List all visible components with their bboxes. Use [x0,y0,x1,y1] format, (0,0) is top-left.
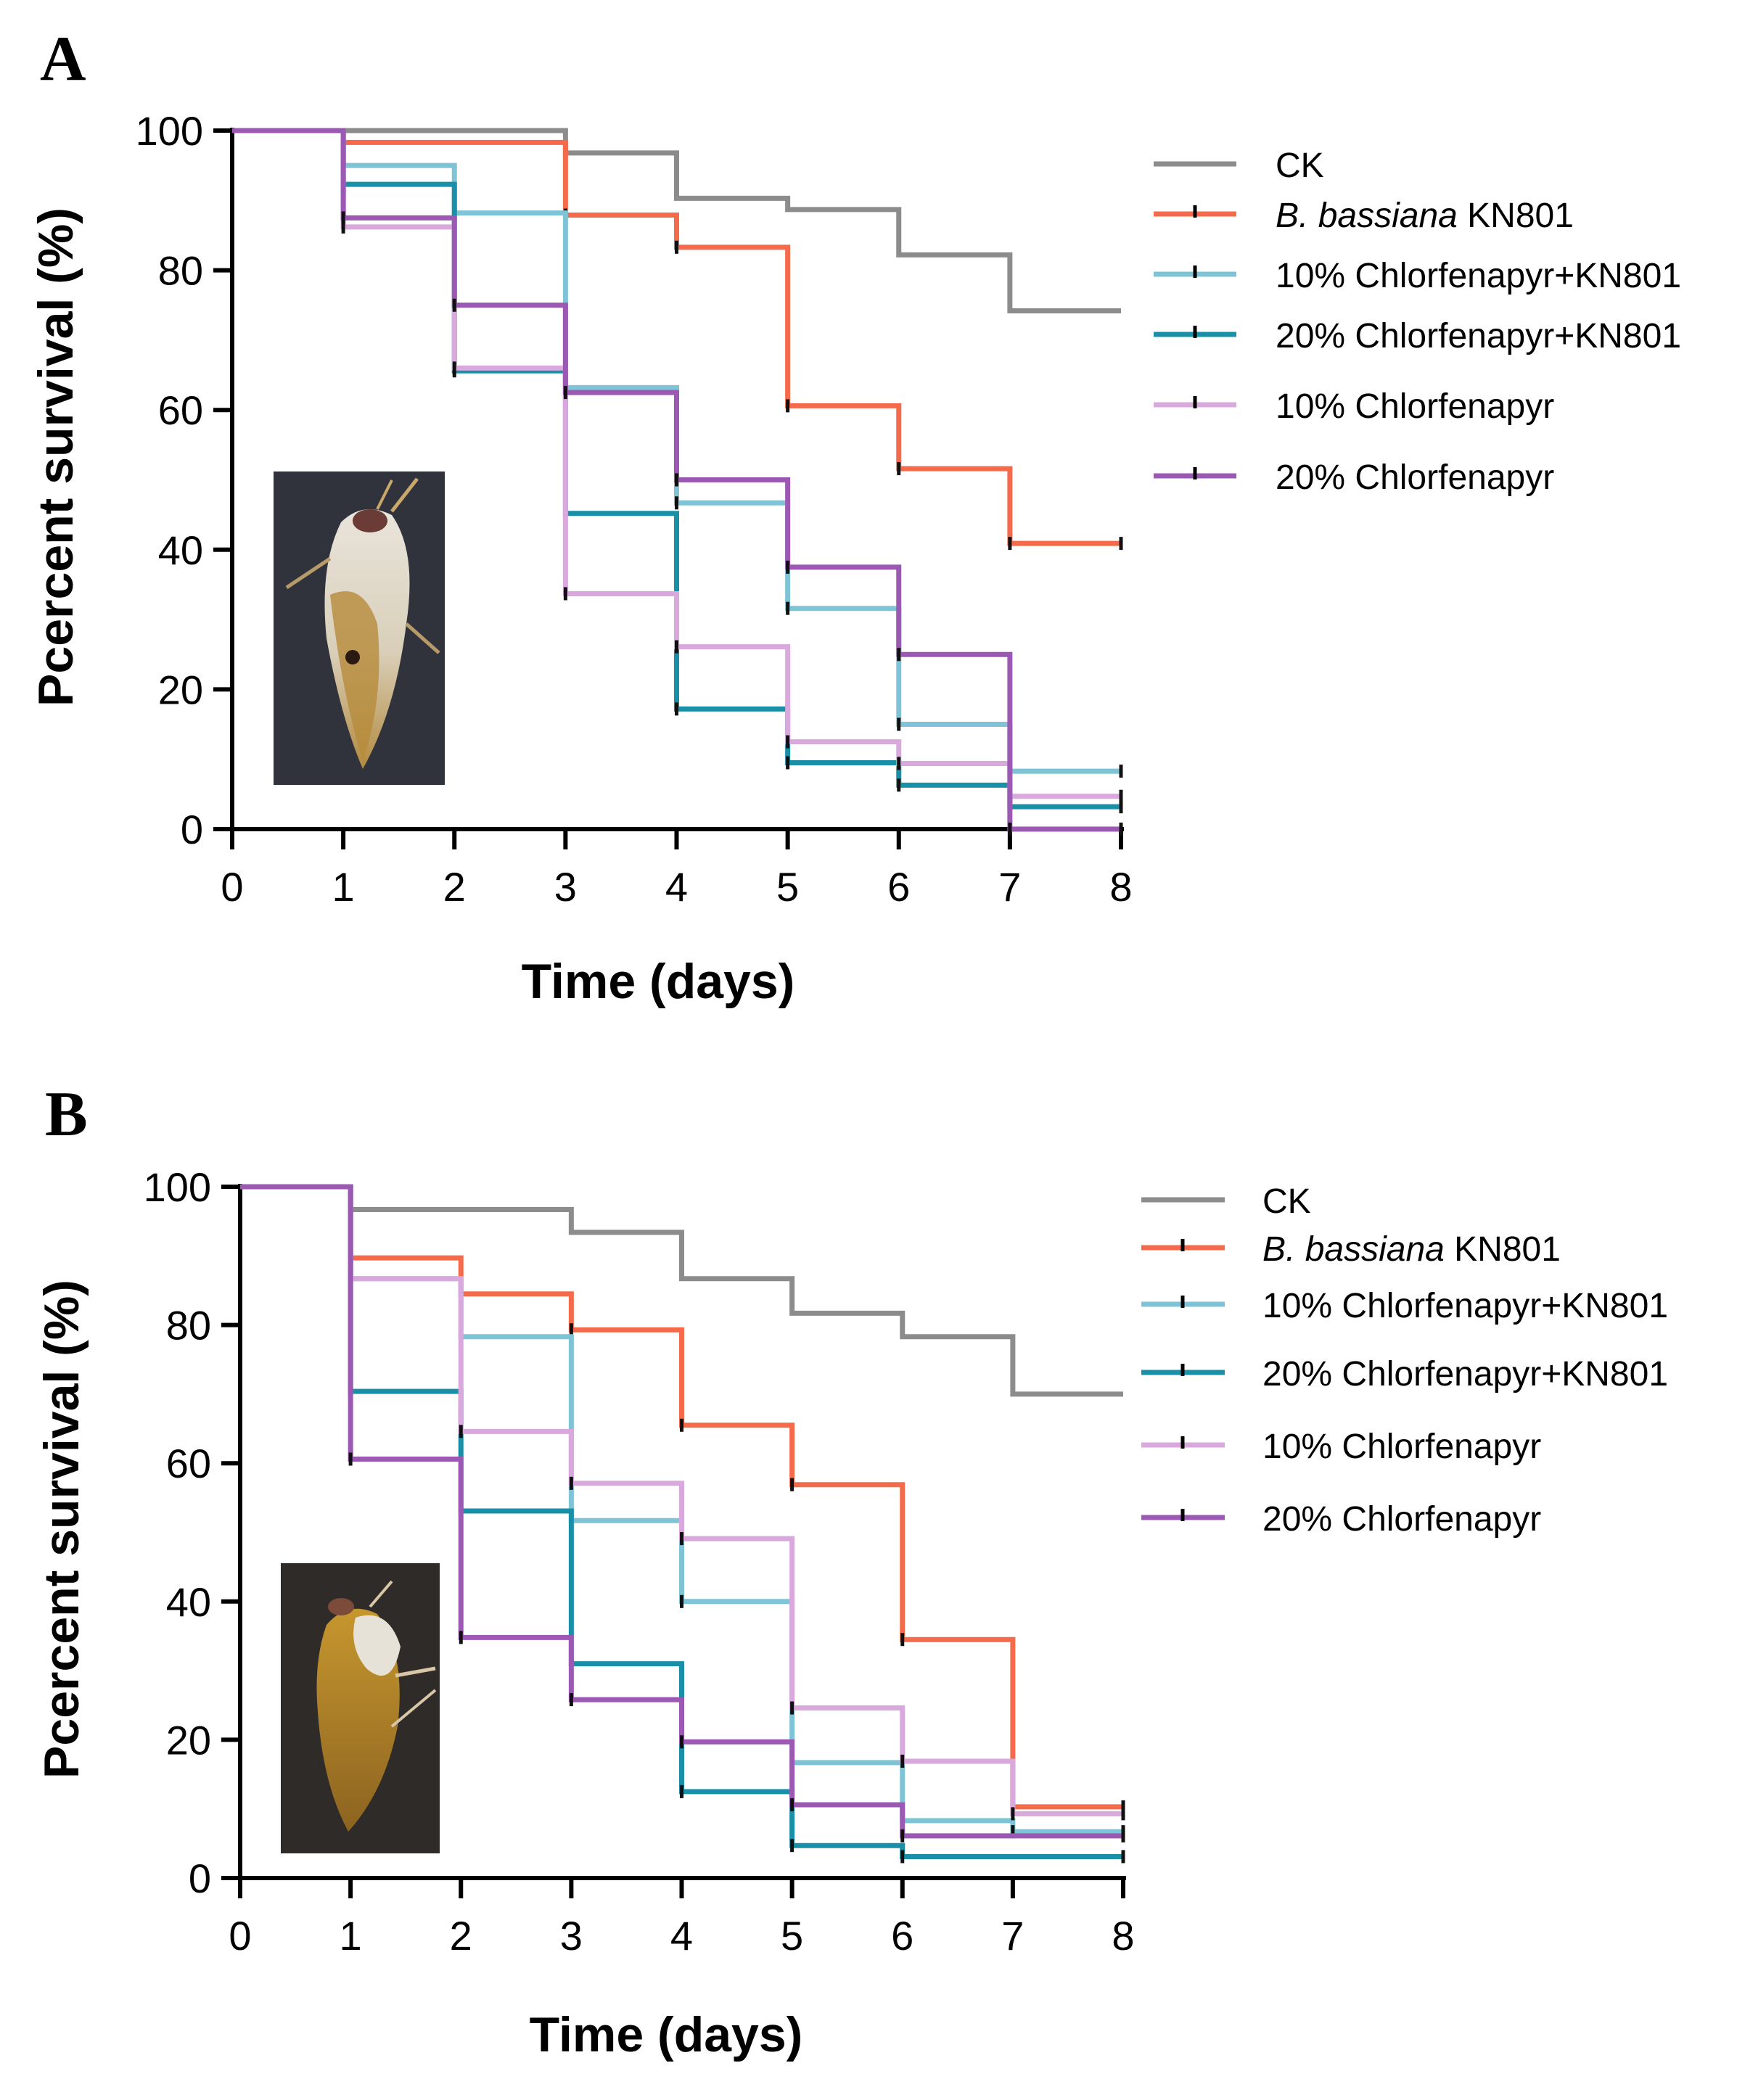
x-tick-label: 7 [998,864,1021,910]
survival-curves-b [240,1184,1125,1864]
series-20-chlorfenapyr [232,128,1123,836]
y-tick-label: 80 [166,1303,211,1348]
y-tick-label: 80 [158,248,203,294]
x-tick-label: 4 [670,1913,693,1959]
survival-curve [240,1184,1123,1839]
legend-item-10-chlorfenapyr: 10% Chlorfenapyr [1154,387,1554,426]
y-axis-title-b: Pcercent survival (%) [34,1280,89,1779]
legend-item-20-chlorfenapyr-kn801: 20% Chlorfenapyr+KN801 [1154,317,1681,355]
series-ck [232,128,1121,313]
y-tick-label: 20 [158,667,203,712]
y-tick-label: 100 [136,108,203,154]
x-axis-title-b: Time (days) [530,2007,803,2062]
x-tick-label: 8 [1112,1913,1134,1959]
series-20-chlorfenapyr [240,1184,1125,1842]
x-tick-label: 1 [340,1913,362,1959]
panel-label-b: B [45,1079,88,1150]
x-tick-label: 4 [665,864,688,910]
x-tick-label: 2 [443,864,466,910]
photo-moth-b [281,1563,440,1853]
legend-item-10-chlorfenapyr-kn801: 10% Chlorfenapyr+KN801 [1141,1287,1668,1325]
series-ck [240,1184,1123,1397]
legend-item-20-chlorfenapyr-kn801: 20% Chlorfenapyr+KN801 [1141,1355,1668,1393]
panel-label-a: A [40,24,86,94]
legend-item-10-chlorfenapyr-kn801: 10% Chlorfenapyr+KN801 [1154,257,1681,295]
y-tick-label: 0 [189,1856,211,1901]
survival-curve [232,128,1121,832]
y-tick-label: 60 [158,387,203,433]
x-tick-label: 6 [891,1913,913,1959]
survival-curve [232,128,1121,799]
x-tick-label: 5 [781,1913,803,1959]
legend-label-10-chlorfenapyr: 10% Chlorfenapyr [1262,1428,1541,1466]
legend-a: CK B. bassiana KN801 10% Chlorfenapyr+KN… [1154,147,1681,497]
x-tick-label: 5 [776,864,799,910]
legend-label-20-chlorfenapyr-kn801: 20% Chlorfenapyr+KN801 [1276,317,1681,355]
y-tick-label: 60 [166,1441,211,1486]
legend-item-bbassiana: B. bassiana KN801 [1154,197,1574,235]
legend-label-10-chlorfenapyr-kn801: 10% Chlorfenapyr+KN801 [1262,1287,1668,1325]
legend-item-ck: CK [1154,147,1324,185]
legend-label-10-chlorfenapyr: 10% Chlorfenapyr [1276,387,1554,426]
legend-label-bbassiana: B. bassiana KN801 [1276,197,1574,235]
y-tick-label: 40 [158,527,203,573]
legend-item-ck: CK [1141,1182,1311,1221]
y-tick-label: 40 [166,1579,211,1625]
legend-label-20-chlorfenapyr: 20% Chlorfenapyr [1262,1500,1541,1539]
legend-label-ck: CK [1262,1182,1311,1221]
x-axis-title-a: Time (days) [522,954,795,1009]
survival-curve [240,1184,1123,1810]
x-tick-label: 1 [332,864,355,910]
legend-item-bbassiana: B. bassiana KN801 [1141,1230,1561,1269]
x-tick-label: 8 [1109,864,1132,910]
x-tick-label: 0 [229,1913,251,1959]
legend-b: CK B. bassiana KN801 10% Chlorfenapyr+KN… [1141,1182,1668,1539]
x-tick-label: 7 [1001,1913,1024,1959]
legend-label-10-chlorfenapyr-kn801: 10% Chlorfenapyr+KN801 [1276,257,1681,295]
legend-label-20-chlorfenapyr: 20% Chlorfenapyr [1276,458,1554,497]
y-axis-title-a: Pcercent survival (%) [28,207,83,707]
legend-label-ck: CK [1276,147,1324,185]
x-tick-label: 3 [554,864,577,910]
legend-label-bbassiana: B. bassiana KN801 [1262,1230,1561,1269]
survival-curves-a [232,128,1123,836]
x-tick-label: 0 [221,864,243,910]
x-tick-label: 2 [450,1913,472,1959]
legend-item-10-chlorfenapyr: 10% Chlorfenapyr [1141,1428,1541,1466]
survival-curve [240,1184,1123,1816]
photo-moth-a [274,472,445,785]
x-tick-label: 3 [560,1913,583,1959]
x-tick-label: 6 [887,864,910,910]
y-tick-label: 0 [181,807,203,852]
legend-label-20-chlorfenapyr-kn801: 20% Chlorfenapyr+KN801 [1262,1355,1668,1393]
legend-item-20-chlorfenapyr: 20% Chlorfenapyr [1154,458,1554,497]
survival-curve [240,1184,1123,1397]
y-tick-label: 20 [166,1717,211,1763]
legend-item-20-chlorfenapyr: 20% Chlorfenapyr [1141,1500,1541,1539]
survival-curve [232,128,1121,313]
y-tick-label: 100 [144,1164,211,1210]
